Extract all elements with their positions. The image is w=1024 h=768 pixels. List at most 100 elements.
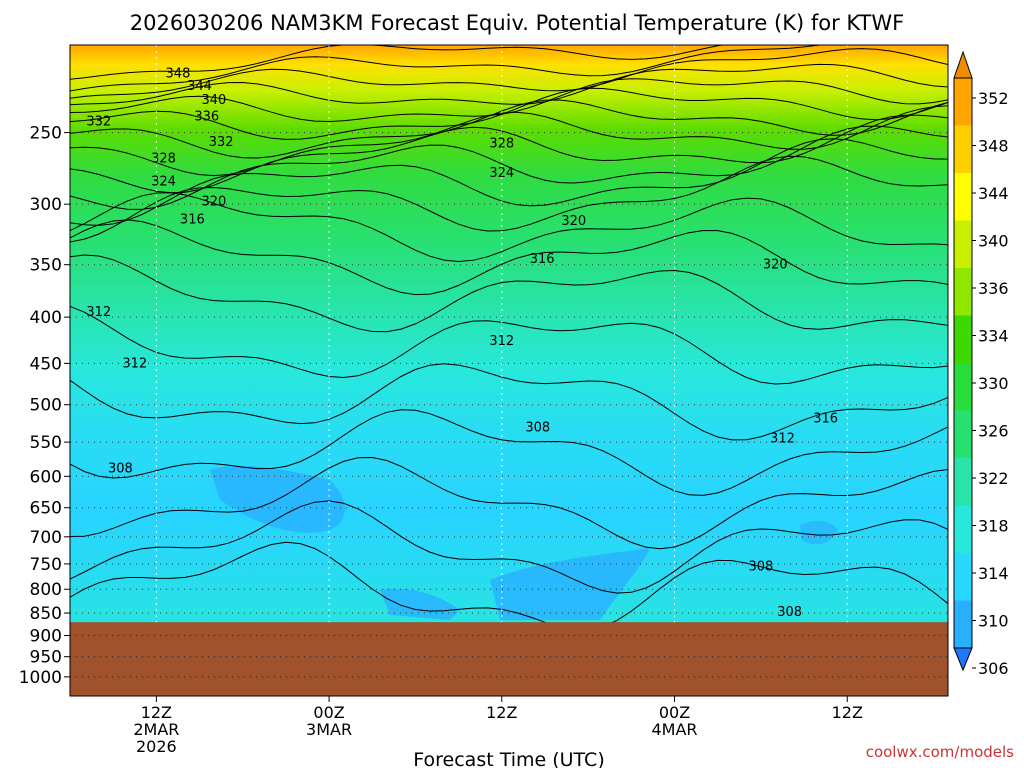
- x-tick-label: 4MAR: [652, 720, 698, 739]
- y-tick-label: 600: [30, 467, 62, 487]
- contour-label: 308: [777, 605, 802, 620]
- y-tick-label: 700: [30, 528, 62, 548]
- colorbar: 352 348 344 340 336 334 330 326 322 318 314 310 306: [953, 50, 1009, 678]
- colorbar-swatch: [954, 410, 972, 458]
- contour-label: 324: [151, 174, 176, 189]
- colorbar-swatch: [954, 363, 972, 411]
- contour-label: 324: [489, 166, 514, 181]
- contour-lines: [70, 45, 948, 631]
- x-tick-label: 2026: [136, 737, 177, 756]
- y-tick-label: 300: [30, 195, 62, 215]
- x-tick-label: 2MAR: [133, 720, 179, 739]
- colorbar-label: 314: [978, 564, 1009, 583]
- contour-line: [70, 409, 948, 496]
- colorbar-bottom-arrow: [953, 647, 973, 672]
- colorbar-swatch: [954, 125, 972, 173]
- contour-label: 320: [202, 195, 227, 210]
- cold-pocket: [380, 588, 460, 620]
- contour-label: 348: [166, 66, 191, 81]
- colorbar-label: 334: [978, 327, 1009, 346]
- grid-lines: [70, 45, 948, 696]
- ground-grid: [70, 634, 948, 678]
- colorbar-swatch: [954, 220, 972, 268]
- contour-label: 308: [108, 461, 133, 476]
- y-tick-label: 650: [30, 499, 62, 519]
- colorbar-swatch: [954, 315, 972, 363]
- colorbar-label: 326: [978, 422, 1009, 441]
- colorbar-swatch: [954, 458, 972, 506]
- contour-line: [70, 456, 948, 550]
- colorbar-swatch: [954, 78, 972, 126]
- colorbar-label: 310: [978, 612, 1009, 631]
- x-tick-label: 3MAR: [306, 720, 352, 739]
- contour-label: 316: [180, 213, 205, 228]
- cold-pocket: [490, 548, 650, 620]
- colorbar-swatch: [954, 268, 972, 316]
- contour-label: 332: [209, 135, 234, 150]
- contour-line: [70, 48, 948, 99]
- colorbar-top-arrow: [953, 50, 973, 79]
- contour-label: 312: [0, 607, 10, 622]
- plot-frame: [69, 44, 949, 697]
- y-tick-label: 800: [30, 580, 62, 600]
- colorbar-swatch: [954, 505, 972, 553]
- contour-label: 332: [86, 114, 111, 129]
- colorbar-label: 344: [978, 184, 1009, 203]
- contour-line: [70, 155, 948, 243]
- x-tick-label: 12Z: [141, 703, 172, 722]
- x-tick-label: 12Z: [832, 703, 863, 722]
- colorbar-frame: [953, 77, 973, 649]
- y-tick-label: 250: [30, 124, 62, 144]
- contour-line: [70, 45, 822, 92]
- x-tick-label: 00Z: [659, 703, 690, 722]
- y-axis: 2503003504004505005506006507007508008509…: [19, 124, 70, 688]
- contour-label: 320: [763, 258, 788, 273]
- y-tick-label: 750: [30, 555, 62, 575]
- y-tick-label: 450: [30, 354, 62, 374]
- x-tick-label: 12Z: [486, 703, 517, 722]
- contour-line: [70, 541, 948, 631]
- contour-label: 308: [748, 560, 773, 575]
- contour-line: [70, 305, 948, 385]
- y-tick-label: 400: [30, 308, 62, 328]
- colorbar-label: 352: [978, 89, 1009, 108]
- cold-pocket: [800, 520, 838, 545]
- contour-line: [70, 63, 948, 106]
- colorbar-label: 322: [978, 469, 1009, 488]
- contour-line: [70, 87, 948, 140]
- contour-label: 316: [530, 252, 555, 267]
- contour-label: 312: [86, 305, 111, 320]
- chart-title: 2026030206 NAM3KM Forecast Equiv. Potent…: [130, 11, 904, 35]
- y-tick-label: 900: [30, 626, 62, 646]
- contour-label: 344: [187, 79, 212, 94]
- y-tick-label: 500: [30, 396, 62, 416]
- contour-line: [70, 105, 948, 177]
- colorbar-label: 340: [978, 232, 1009, 251]
- contour-label: 308: [525, 421, 550, 436]
- y-tick-label: 550: [30, 433, 62, 453]
- contour-label: 328: [151, 151, 176, 166]
- contour-line: [70, 125, 948, 210]
- y-tick-label: 1000: [19, 668, 62, 688]
- x-axis-label: Forecast Time (UTC): [413, 749, 604, 768]
- y-tick-label: 950: [30, 648, 62, 668]
- contour-line: [70, 99, 948, 159]
- contour-label: 340: [202, 93, 227, 108]
- contour-line: [70, 138, 948, 226]
- contour-line: [70, 363, 948, 441]
- contour-label: 328: [489, 136, 514, 151]
- contour-label: 312: [489, 334, 514, 349]
- contour-line: [70, 500, 948, 594]
- colorbar-swatch: [954, 553, 972, 601]
- contour-label: 316: [813, 412, 838, 427]
- contour-label: 336: [194, 110, 219, 125]
- colorbar-swatch: [954, 600, 972, 648]
- y-tick-label: 850: [30, 604, 62, 624]
- x-tick-label: 00Z: [313, 703, 344, 722]
- credit-text: coolwx.com/models: [866, 743, 1014, 761]
